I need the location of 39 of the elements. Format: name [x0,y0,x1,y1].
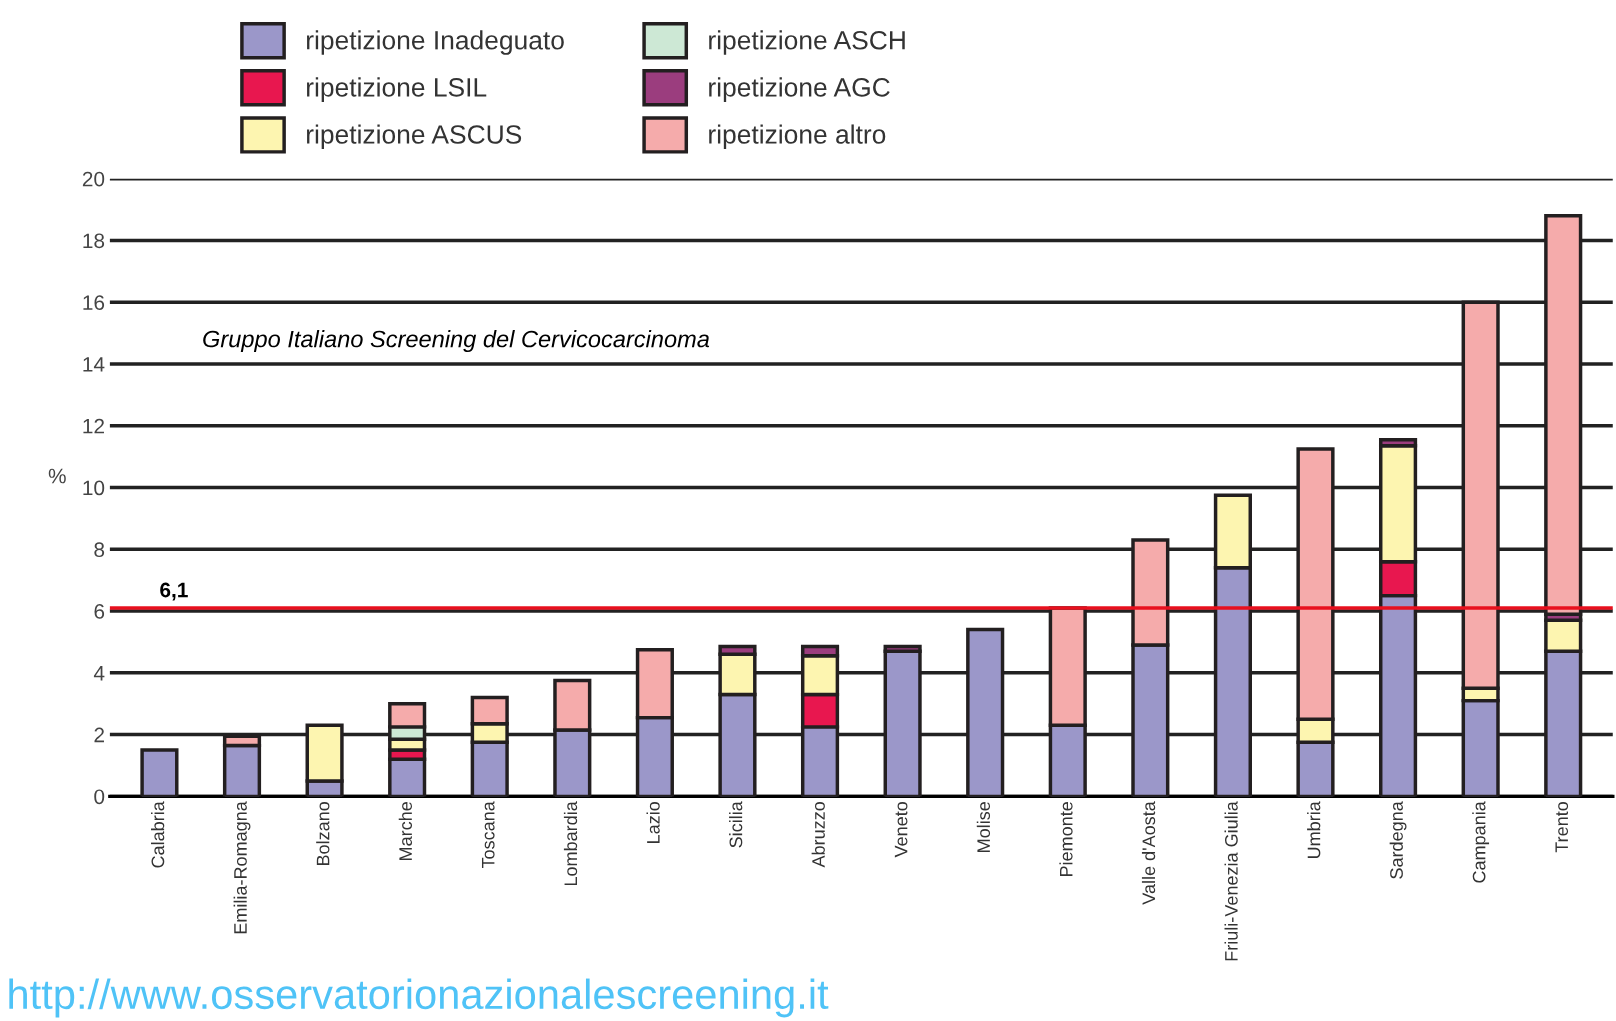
y-tick-label: 12 [83,418,104,434]
legend-label: ripetizione ASCH [709,30,905,55]
x-tick-label: Lazio [646,802,660,843]
y-tick-label: 14 [83,357,105,372]
x-tick-label: Valle d'Aosta [1141,801,1156,905]
x-tick-label: Marche [398,802,413,860]
x-tick-label: Emilia-Romagna [233,801,251,934]
y-tick-label: 6 [94,604,105,619]
y-tick-label: 10 [83,480,105,496]
legend-label: ripetizione altro [709,124,886,150]
y-tick-label: 4 [93,666,105,681]
y-tick-label: 0 [94,789,105,805]
y-axis-title: % [48,468,66,484]
legend-label: ripetizione ASCUS [307,124,522,150]
x-tick-label: Lombardia [563,801,578,886]
x-tick-label: Umbria [1307,801,1321,859]
legend-label: ripetizione LSIL [307,77,487,102]
x-tick-label: Sardegna [1389,801,1407,879]
y-tick-label: 16 [83,295,105,310]
annotation: Gruppo Italiano Screening del Cervicocarcinoma [203,330,710,353]
x-tick-label: Friuli-Venezia Giulia [1224,801,1238,961]
y-tick-label: 18 [83,233,105,249]
y-tick-label: 2 [94,727,104,743]
x-tick-label: Sicilia [729,801,743,848]
x-tick-label: Campania [1472,801,1490,883]
x-tick-label: Abruzzo [811,802,825,868]
legend-label: ripetizione AGC [709,77,890,102]
ref-line-label: 6,1 [160,582,188,601]
x-tick-label: Toscana [481,801,495,869]
y-tick-label: 20 [82,171,105,187]
x-tick-label: Veneto [894,801,908,858]
x-tick-label: Bolzano [316,802,330,866]
x-tick-label: Trento [1555,801,1569,853]
legend-label: ripetizione Inadeguato [307,30,564,55]
x-tick-label: Piemonte [1059,802,1073,877]
text: http://www.osservatorionazionalescreening.it [9,978,829,1018]
x-tick-label: Molise [976,802,991,852]
y-tick-label: 8 [94,542,105,558]
x-tick-label: Calabria [151,801,165,868]
